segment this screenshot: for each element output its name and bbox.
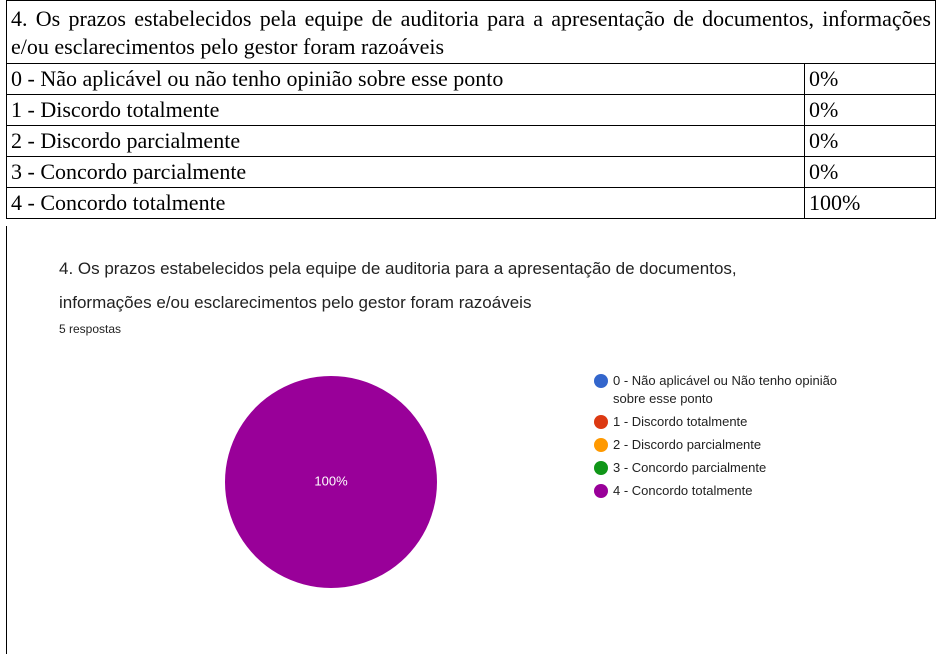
legend-item: 2 - Discordo parcialmente [591,436,871,454]
table-body: 4. Os prazos estabelecidos pela equipe d… [6,0,936,219]
pie-chart: 100% [224,376,437,588]
legend-item: 0 - Não aplicável ou Não tenho opinião s… [591,372,871,408]
option-label: 3 - Concordo parcialmente [6,156,805,188]
option-percent: 0% [804,94,936,126]
option-percent: 100% [804,187,936,219]
legend-label: 0 - Não aplicável ou Não tenho opinião s… [613,373,838,406]
pie-slice [224,376,437,588]
table-header: 4. Os prazos estabelecidos pela equipe d… [6,0,936,64]
legend-swatch [594,438,608,452]
legend-item: 1 - Discordo totalmente [591,413,871,431]
legend-swatch [594,374,608,388]
legend-label: 4 - Concordo totalmente [613,483,753,498]
option-percent: 0% [804,125,936,157]
option-percent: 0% [804,63,936,95]
legend-swatch [594,415,608,429]
table-row: 4 - Concordo totalmente 100% [6,187,936,219]
table-row: 3 - Concordo parcialmente 0% [6,156,936,188]
legend: 0 - Não aplicável ou Não tenho opinião s… [591,372,871,505]
option-label: 2 - Discordo parcialmente [6,125,805,157]
legend-item: 4 - Concordo totalmente [591,482,871,500]
chart-subtitle: 5 respostas [59,322,122,336]
table-row: 1 - Discordo totalmente 0% [6,94,936,126]
legend-label: 2 - Discordo parcialmente [613,437,762,452]
option-label: 0 - Não aplicável ou não tenho opinião s… [6,63,805,95]
slice-label: 100% [314,473,348,488]
legend-label: 3 - Concordo parcialmente [613,460,767,475]
chart-title: 4. Os prazos estabelecidos pela equipe d… [59,259,737,312]
table-row: 2 - Discordo parcialmente 0% [6,125,936,157]
header-row: 4. Os prazos estabelecidos pela equipe d… [6,0,936,64]
option-label: 1 - Discordo totalmente [6,94,805,126]
option-label: 4 - Concordo totalmente [6,187,805,219]
chart-area: 4. Os prazos estabelecidos pela equipe d… [6,226,937,654]
legend-swatch [594,461,608,475]
table-row: 0 - Não aplicável ou não tenho opinião s… [6,63,936,95]
legend-swatch [594,484,608,498]
legend-item: 3 - Concordo parcialmente [591,459,871,477]
option-percent: 0% [804,156,936,188]
results-table: 4. Os prazos estabelecidos pela equipe d… [6,0,936,219]
legend-label: 1 - Discordo totalmente [613,414,748,429]
